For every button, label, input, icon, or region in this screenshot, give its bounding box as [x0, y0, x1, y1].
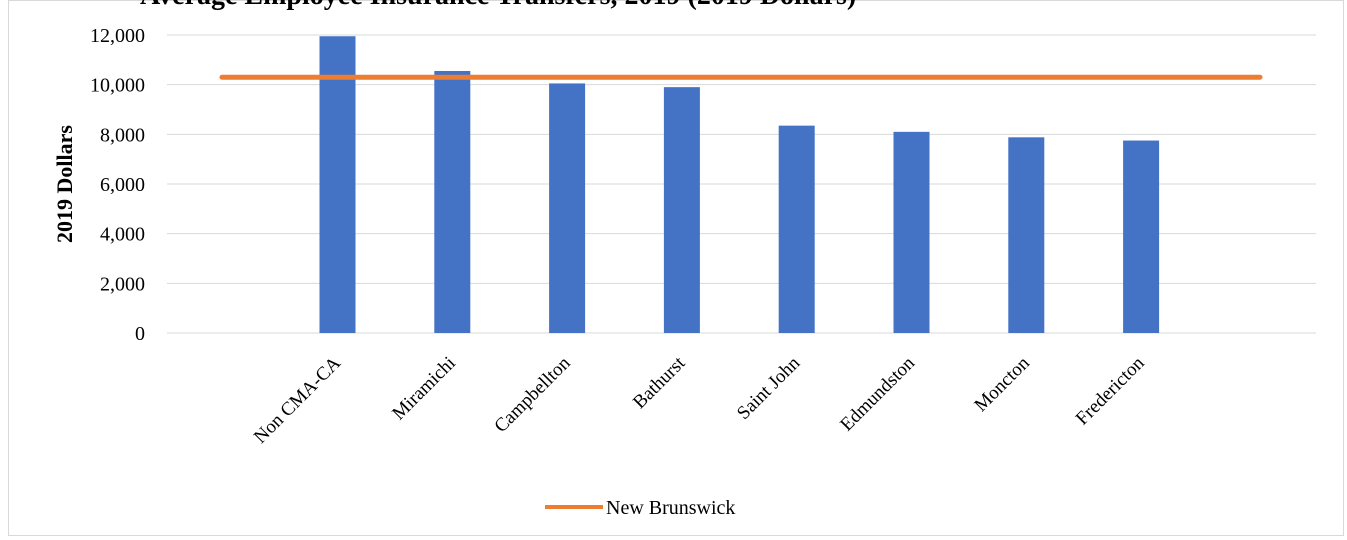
x-axis-ticks: Non CMA-CA Miramichi Campbellton Bathurst Sa… — [250, 352, 1149, 448]
bar — [1123, 140, 1160, 333]
x-tick-label: Moncton — [970, 352, 1034, 416]
x-tick-label: Fredericton — [1072, 352, 1149, 429]
bars — [319, 36, 1160, 334]
x-tick-label: Campbellton — [490, 352, 575, 437]
bar — [778, 125, 815, 334]
bar — [1008, 137, 1045, 333]
legend-label: New Brunswick — [606, 497, 735, 519]
y-axis-label: 2019 Dollars — [52, 125, 77, 243]
bar — [434, 71, 471, 333]
bar — [893, 131, 930, 333]
y-tick-label: 8,000 — [100, 124, 145, 146]
y-tick-label: 0 — [135, 323, 145, 345]
y-tick-label: 4,000 — [100, 224, 145, 246]
bar — [319, 36, 356, 333]
x-tick-label: Non CMA-CA — [250, 352, 345, 447]
y-tick-label: 10,000 — [90, 75, 145, 97]
x-tick-label: Edmundston — [836, 352, 919, 435]
y-axis-ticks: 0 2,000 4,000 6,000 8,000 10,000 12,000 — [90, 25, 145, 345]
chart-title: Average Employee Insurance Transfers, 20… — [140, 0, 1140, 12]
bar — [549, 83, 586, 333]
y-tick-label: 6,000 — [100, 174, 145, 196]
bar — [663, 87, 700, 334]
legend: New Brunswick — [545, 497, 735, 519]
y-tick-label: 2,000 — [100, 273, 145, 295]
x-tick-label: Miramichi — [388, 353, 460, 425]
x-tick-label: Bathurst — [629, 352, 690, 413]
y-tick-label: 12,000 — [90, 25, 145, 47]
x-tick-label: Saint John — [733, 352, 805, 424]
